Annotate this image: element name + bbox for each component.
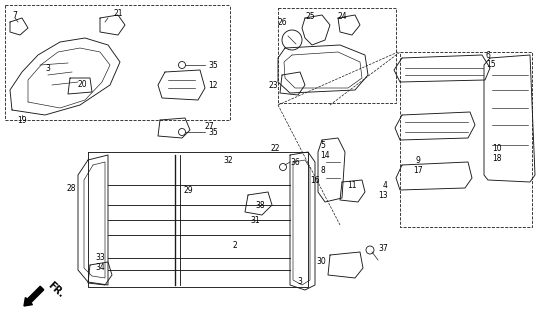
Text: 11: 11 [347,180,357,189]
Text: 16: 16 [310,175,320,185]
Text: 17: 17 [413,165,423,174]
Text: 5: 5 [320,140,325,149]
Text: 6: 6 [486,51,491,60]
Text: 29: 29 [183,186,193,195]
Text: 13: 13 [379,190,388,199]
Text: 20: 20 [77,79,87,89]
Text: 3: 3 [46,63,50,73]
Text: 3: 3 [297,277,302,286]
Text: 21: 21 [113,9,123,18]
Text: 14: 14 [321,150,330,159]
Text: 38: 38 [255,201,265,210]
Text: 28: 28 [67,183,76,193]
Text: FR.: FR. [46,280,66,300]
Text: 25: 25 [305,12,315,20]
Text: 37: 37 [378,244,388,252]
Text: 33: 33 [95,253,105,262]
Text: 4: 4 [383,180,388,189]
Text: 34: 34 [95,263,105,273]
Text: 15: 15 [486,60,496,68]
Text: 7: 7 [12,11,17,20]
Text: 35: 35 [208,60,217,69]
Text: 31: 31 [250,215,260,225]
Text: 22: 22 [271,143,280,153]
Text: 36: 36 [290,157,300,166]
Text: 12: 12 [208,81,217,90]
Text: 35: 35 [208,127,217,137]
Text: 32: 32 [223,156,233,164]
FancyArrow shape [24,286,44,306]
Text: 27: 27 [205,122,215,131]
Text: 18: 18 [492,154,502,163]
Text: 8: 8 [320,165,325,174]
Text: 2: 2 [233,241,237,250]
Text: 9: 9 [416,156,420,164]
Text: 26: 26 [277,18,287,27]
Text: 24: 24 [337,12,347,20]
Text: 30: 30 [316,258,326,267]
Text: 10: 10 [492,143,502,153]
Text: 23: 23 [268,81,278,90]
Text: 19: 19 [17,116,27,124]
